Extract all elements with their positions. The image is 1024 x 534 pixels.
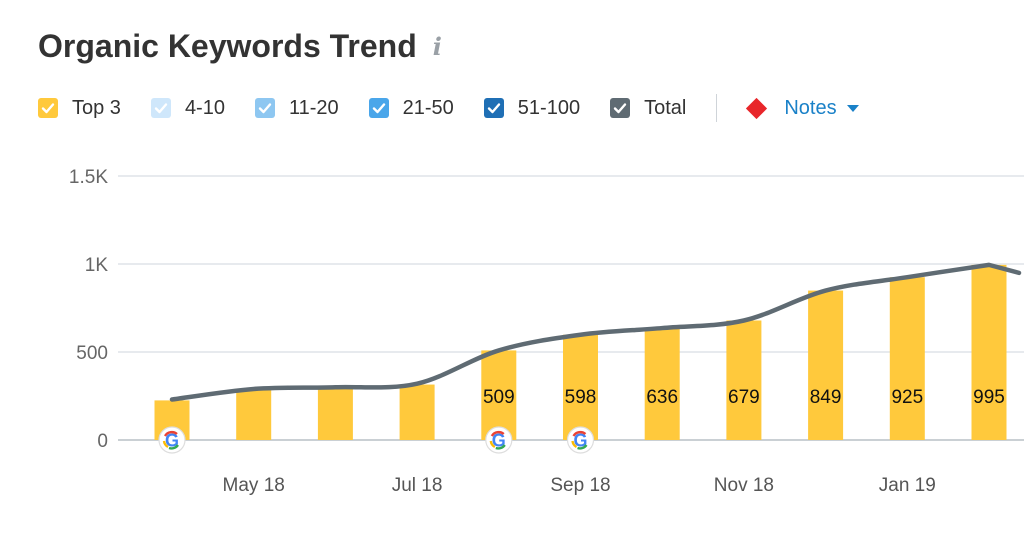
- y-tick-label: 1K: [85, 255, 109, 276]
- bar: [889, 277, 925, 440]
- bar: [317, 387, 353, 440]
- checkbox-icon[interactable]: [483, 98, 504, 118]
- notes-dropdown[interactable]: Notes: [745, 96, 859, 120]
- bar: [481, 350, 517, 440]
- legend-label: 4-10: [184, 96, 225, 119]
- bar: [399, 384, 435, 440]
- bar: [644, 328, 680, 440]
- x-tick-label: Jul 18: [392, 475, 443, 496]
- bar: [236, 389, 272, 440]
- legend: Top 3 4-10 11-20 21-50 51-100 Total Note…: [38, 94, 859, 122]
- legend-item-11-20[interactable]: 11-20: [254, 96, 339, 120]
- google-update-marker-icon[interactable]: G: [158, 426, 186, 454]
- legend-label: 21-50: [402, 96, 454, 119]
- data-label: 925: [891, 387, 923, 408]
- data-label: 679: [728, 387, 760, 408]
- checkbox-icon[interactable]: [38, 98, 58, 118]
- info-icon[interactable]: i: [432, 32, 442, 61]
- legend-divider: [716, 94, 718, 122]
- data-label: 509: [483, 387, 515, 408]
- chart-title: Organic Keywords Trend i: [38, 28, 442, 65]
- legend-item-top-3[interactable]: Top 3: [38, 97, 121, 120]
- checkbox-icon[interactable]: [610, 98, 631, 118]
- bar: [726, 320, 762, 440]
- y-tick-label: 0: [97, 431, 108, 452]
- bar: [808, 290, 844, 440]
- title-text: Organic Keywords Trend: [38, 28, 417, 64]
- checkbox-icon[interactable]: [150, 98, 171, 118]
- legend-item-4-10[interactable]: 4-10: [150, 96, 225, 120]
- x-tick-label: Nov 18: [714, 475, 774, 496]
- svg-text:G: G: [573, 431, 587, 451]
- total-line: [169, 262, 1022, 402]
- legend-label: Top 3: [72, 96, 121, 119]
- google-update-marker-icon[interactable]: G: [485, 426, 513, 454]
- x-tick-label: May 18: [223, 475, 285, 496]
- google-update-marker-icon[interactable]: G: [566, 426, 595, 454]
- bar: [971, 264, 1007, 440]
- x-tick-label: Jan 19: [879, 475, 936, 496]
- bar: [563, 334, 598, 440]
- x-tick-label: Sep 18: [550, 475, 610, 496]
- legend-label: Total: [644, 96, 687, 119]
- data-label: 636: [646, 387, 678, 408]
- data-label: 995: [973, 387, 1005, 408]
- y-tick-label: 1.5K: [69, 167, 108, 188]
- data-label: 598: [565, 387, 597, 408]
- notes-label: Notes: [784, 96, 837, 119]
- checkbox-icon[interactable]: [368, 98, 389, 118]
- legend-item-21-50[interactable]: 21-50: [368, 96, 454, 120]
- y-tick-label: 500: [76, 343, 108, 364]
- svg-text:G: G: [165, 431, 179, 451]
- data-label: 849: [810, 387, 842, 408]
- legend-item-total[interactable]: Total: [610, 97, 686, 120]
- legend-label: 11-20: [288, 96, 339, 119]
- chevron-down-icon: [846, 104, 859, 112]
- legend-item-51-100[interactable]: 51-100: [483, 96, 581, 120]
- svg-text:G: G: [492, 431, 506, 451]
- checkbox-icon[interactable]: [254, 98, 275, 118]
- legend-label: 51-100: [517, 96, 581, 119]
